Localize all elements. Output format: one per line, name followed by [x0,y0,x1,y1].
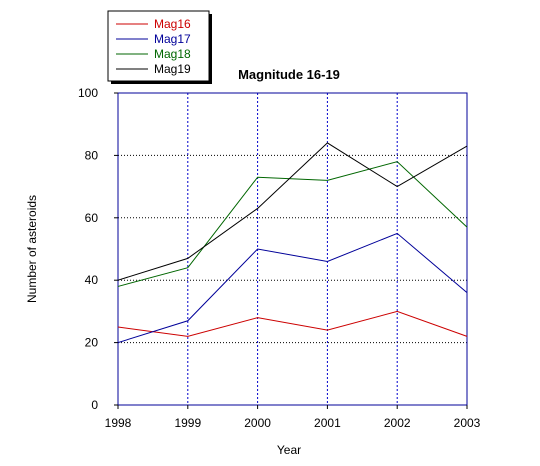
plot-frame [117,92,468,406]
x-tick-label: 1998 [105,416,132,430]
y-tick-label: 20 [85,336,99,350]
series-line-mag19 [117,142,468,281]
legend-label-mag17: Mag17 [154,32,191,46]
y-tick-label: 60 [85,211,99,225]
series-lines [117,142,468,344]
legend-label-mag16: Mag16 [154,17,191,31]
y-tick-label: 40 [85,273,99,287]
axis-ticks: 1998 1999 2000 2001 2002 2003 0 20 40 60 80 100 [78,86,481,430]
chart-title: Magnitude 16-19 [238,67,340,82]
series-line-mag18 [117,161,468,287]
series-line-mag17 [117,232,468,344]
y-tick-label: 0 [91,398,98,412]
legend-label-mag18: Mag18 [154,47,191,61]
x-axis-label: Year [277,443,301,457]
legend-label-mag19: Mag19 [154,62,191,76]
x-tick-label: 2000 [244,416,271,430]
x-tick-label: 1999 [174,416,201,430]
x-tick-label: 2003 [454,416,481,430]
x-tick-label: 2001 [314,416,341,430]
grid [118,93,467,405]
y-axis-label: Number of asteroids [25,195,39,303]
y-tick-label: 80 [85,148,99,162]
y-tick-label: 100 [78,86,98,100]
x-tick-label: 2002 [384,416,411,430]
series-line-mag16 [117,310,468,337]
